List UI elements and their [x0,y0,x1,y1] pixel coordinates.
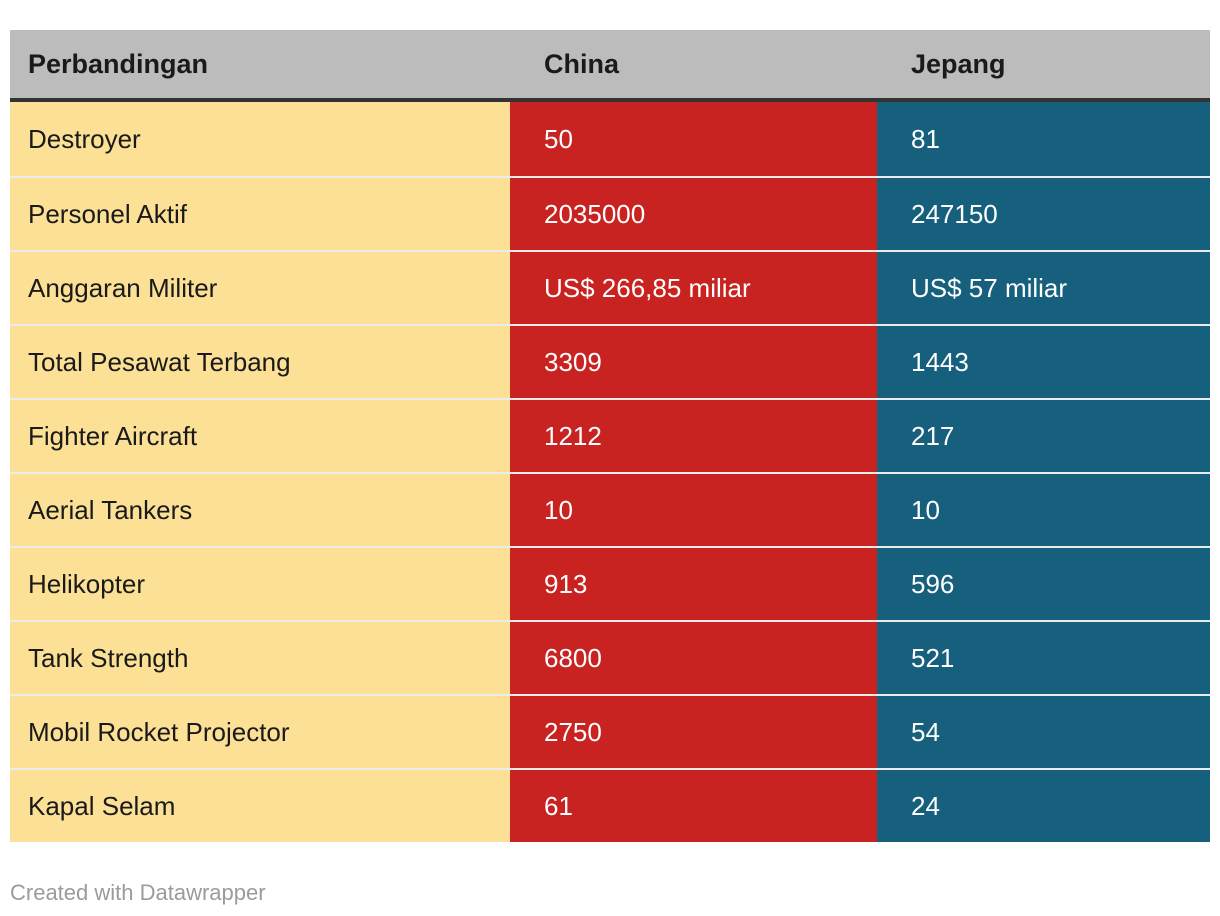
table-row: Anggaran Militer US$ 266,85 miliar US$ 57 … [10,250,1210,324]
china-value-cell: 2035000 [510,178,877,250]
table-row: Personel Aktif 2035000 247150 [10,176,1210,250]
jepang-value-cell: 1443 [877,326,1210,398]
row-label: Kapal Selam [10,770,510,842]
china-value-cell: 61 [510,770,877,842]
table-row: Mobil Rocket Projector 2750 54 [10,694,1210,768]
table-body: Destroyer 50 81 Personel Aktif 2035000 247150… [10,102,1210,842]
row-label: Helikopter [10,548,510,620]
table-row: Aerial Tankers 10 10 [10,472,1210,546]
china-value-cell: US$ 266,85 miliar [510,252,877,324]
china-value-cell: 2750 [510,696,877,768]
jepang-value-cell: 217 [877,400,1210,472]
china-value-cell: 913 [510,548,877,620]
table-row: Destroyer 50 81 [10,102,1210,176]
table-row: Tank Strength 6800 521 [10,620,1210,694]
column-header-perbandingan: Perbandingan [28,48,209,79]
jepang-value-cell: 81 [877,102,1210,176]
comparison-table: Perbandingan China Jepang Destroyer 50 81 P… [10,30,1210,842]
table-row: Helikopter 913 596 [10,546,1210,620]
table-row: Kapal Selam 61 24 [10,768,1210,842]
row-label: Destroyer [10,102,510,176]
table-row: Fighter Aircraft 1212 217 [10,398,1210,472]
jepang-value-cell: 54 [877,696,1210,768]
jepang-value-cell: 521 [877,622,1210,694]
jepang-value-cell: 10 [877,474,1210,546]
china-value-cell: 3309 [510,326,877,398]
jepang-value-cell: 247150 [877,178,1210,250]
row-label: Aerial Tankers [10,474,510,546]
china-value-cell: 10 [510,474,877,546]
china-value-cell: 1212 [510,400,877,472]
jepang-value-cell: 24 [877,770,1210,842]
table-header-row: Perbandingan China Jepang [10,30,1210,102]
column-header-china: China [544,48,620,79]
row-label: Fighter Aircraft [10,400,510,472]
row-label: Personel Aktif [10,178,510,250]
column-header-jepang: Jepang [911,48,1006,79]
row-label: Total Pesawat Terbang [10,326,510,398]
row-label: Mobil Rocket Projector [10,696,510,768]
china-value-cell: 50 [510,102,877,176]
jepang-value-cell: US$ 57 miliar [877,252,1210,324]
datawrapper-attribution-link[interactable]: Created with Datawrapper [10,880,266,905]
table-row: Total Pesawat Terbang 3309 1443 [10,324,1210,398]
row-label: Tank Strength [10,622,510,694]
china-value-cell: 6800 [510,622,877,694]
row-label: Anggaran Militer [10,252,510,324]
jepang-value-cell: 596 [877,548,1210,620]
